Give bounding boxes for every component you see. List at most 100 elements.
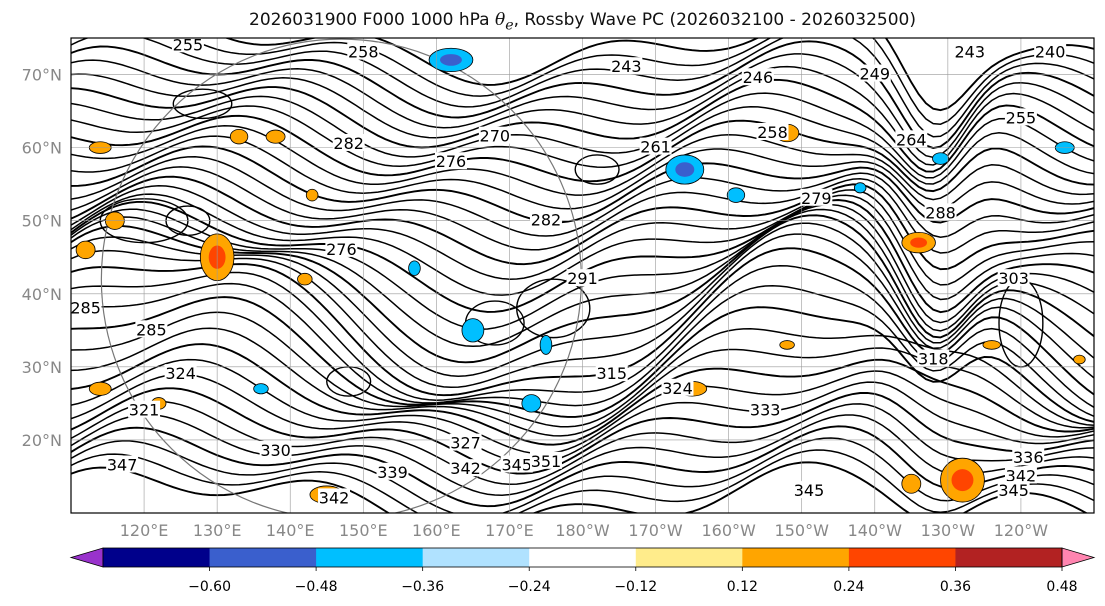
contour-label: 303 xyxy=(998,269,1029,288)
positive-anomaly xyxy=(901,473,922,494)
lat-label: 60°N xyxy=(22,139,62,158)
colorbar-tick-label: −0.24 xyxy=(508,579,551,595)
colorbar-extend-min xyxy=(69,547,104,568)
lon-label: 170°W xyxy=(628,521,683,540)
title-prefix: 2026031900 F000 1000 hPa xyxy=(249,10,490,30)
colorbar: −0.60 −0.48 −0.36 −0.24 −0.12 0.12 0.24 0.36 0.4… xyxy=(69,547,1096,595)
contour-label-bg xyxy=(128,400,161,418)
contour-label-bg xyxy=(997,481,1030,499)
contour-label-bg xyxy=(953,42,986,60)
contour-label: 240 xyxy=(1035,43,1066,62)
lat-label: 70°N xyxy=(22,66,62,85)
contour-label: 249 xyxy=(860,65,891,84)
contour-label-bg xyxy=(1034,42,1067,60)
contour-label: 261 xyxy=(640,138,671,157)
contour-label: 345 xyxy=(794,481,825,500)
colorbar-bin xyxy=(316,548,424,567)
contour-label-bg xyxy=(71,298,102,316)
negative-anomaly xyxy=(932,152,949,165)
colorbar-extend-max xyxy=(1061,547,1096,568)
colorbar-tick-label: 0.48 xyxy=(1046,579,1077,595)
contour-label: 315 xyxy=(596,364,627,383)
contour-label-bg xyxy=(1012,448,1045,466)
contour-label-bg xyxy=(917,349,950,367)
contour-label-bg xyxy=(332,133,365,151)
colorbar-tick-label: −0.12 xyxy=(614,579,657,595)
plot-title: 2026031900 F000 1000 hPa θe, Rossby Wave… xyxy=(0,10,1105,33)
contour-label: 276 xyxy=(326,240,357,259)
contour-labels: 255 258 243 246 249 243 240 255 258 264 261 282 270 2… xyxy=(71,35,1067,507)
negative-anomaly xyxy=(853,182,867,194)
lon-label: 180°W xyxy=(555,521,610,540)
closed-contour xyxy=(516,278,591,339)
closed-contour xyxy=(172,88,233,120)
contour-label: 330 xyxy=(260,441,291,460)
negative-anomaly xyxy=(539,335,553,355)
contour-label-bg xyxy=(500,455,533,473)
contour-label: 285 xyxy=(136,320,167,339)
contour-label-bg xyxy=(434,152,467,170)
contour-label: 339 xyxy=(377,463,408,482)
contour-label: 345 xyxy=(998,481,1029,500)
contour-label-bg xyxy=(756,123,789,140)
positive-anomaly-core xyxy=(910,237,928,248)
contour-label-bg xyxy=(1004,108,1037,126)
positive-anomaly xyxy=(88,381,112,396)
colorbar-bin xyxy=(209,548,317,567)
colorbar-bin xyxy=(848,548,956,567)
contour-label: 279 xyxy=(801,189,832,208)
contour-label-bg xyxy=(639,137,672,155)
contour-label: 345 xyxy=(501,456,532,475)
contour-label-bg xyxy=(595,364,628,382)
contour-label-bg xyxy=(566,269,599,287)
contour-label-bg xyxy=(347,42,380,60)
contour-label: 342 xyxy=(319,488,350,507)
contour-label-bg xyxy=(259,440,292,458)
contour-label-bg xyxy=(449,433,482,451)
contour-label: 347 xyxy=(107,456,138,475)
contour-label-bg xyxy=(997,269,1030,287)
contour-label-bg xyxy=(318,488,351,506)
contour-label-bg xyxy=(478,126,511,144)
lon-label: 120°W xyxy=(994,521,1049,540)
contour-label-bg xyxy=(1004,466,1037,484)
colorbar-tick-label: 0.24 xyxy=(833,579,864,595)
contour-label: 246 xyxy=(743,68,774,87)
negative-anomaly xyxy=(253,383,269,395)
contour-label-bg xyxy=(741,68,774,86)
lon-label: 160°W xyxy=(701,521,756,540)
contour-label: 255 xyxy=(173,35,204,54)
colorbar-bin xyxy=(742,548,850,567)
contour-label-bg xyxy=(171,38,204,53)
colorbar-tick-label: 0.12 xyxy=(727,579,758,595)
contour-label: 327 xyxy=(450,434,481,453)
colorbar-tick-label: −0.48 xyxy=(295,579,338,595)
title-subscript: e xyxy=(505,17,514,34)
lat-label: 30°N xyxy=(22,358,62,377)
lon-label: 130°W xyxy=(921,521,976,540)
colorbar-bin xyxy=(529,548,637,567)
contour-label-bg xyxy=(449,459,482,477)
lon-label: 150°W xyxy=(775,521,830,540)
negative-anomaly xyxy=(408,260,421,276)
closed-contour xyxy=(574,154,620,185)
contour-label-bg xyxy=(106,455,139,473)
contour-label-bg xyxy=(135,320,168,338)
positive-anomaly xyxy=(779,340,795,350)
negative-anomaly-core xyxy=(440,54,462,66)
positive-anomaly xyxy=(297,272,313,286)
contour-label: 351 xyxy=(531,452,562,471)
lon-label: 140°E xyxy=(266,521,315,540)
title-theta-symbol: θ xyxy=(494,10,506,30)
contour-label-bg xyxy=(895,130,928,148)
contour-label: 342 xyxy=(1006,466,1037,485)
colorbar-bin xyxy=(955,548,1063,567)
longitude-labels: 120°E 130°E 140°E 150°E 160°E 170°E 180°W 170°W… xyxy=(120,521,1049,540)
positive-anomaly xyxy=(305,188,319,202)
contour-label: 264 xyxy=(896,130,927,149)
contour-label: 291 xyxy=(567,269,598,288)
title-suffix: , Rossby Wave PC (2026032100 - 202603250… xyxy=(513,10,916,30)
lon-label: 120°E xyxy=(120,521,169,540)
negative-anomaly xyxy=(726,187,746,203)
contour-label-bg xyxy=(749,400,782,418)
